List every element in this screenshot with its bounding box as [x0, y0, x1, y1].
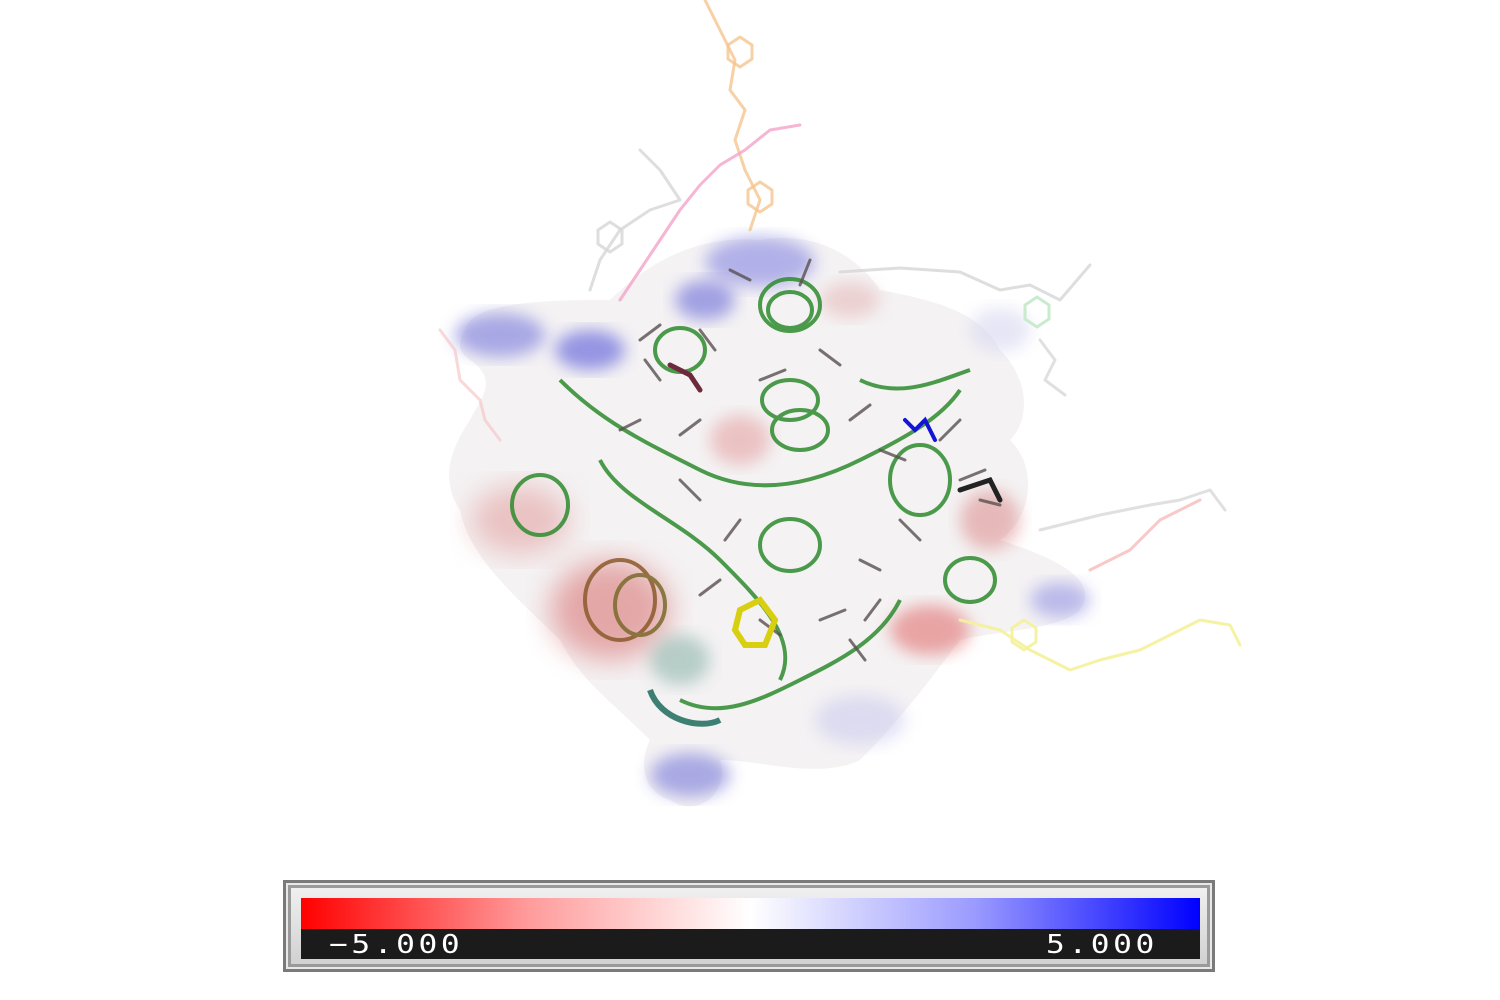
- surface-positive-patch: [1030, 582, 1090, 618]
- surface-positive-patch: [970, 308, 1030, 352]
- dark-sticks: [957, 476, 1003, 503]
- protein-surface: [449, 237, 1090, 807]
- helix: [613, 573, 667, 637]
- surface-positive-patch: [650, 753, 730, 797]
- ligand-ring: [1023, 295, 1051, 329]
- helix: [758, 277, 822, 333]
- ligand-gray: [1038, 338, 1067, 397]
- helix: [758, 517, 822, 573]
- scale-min-label: −5.000: [329, 930, 464, 960]
- surface-patch-teal: [650, 635, 710, 685]
- residue-sticks: [618, 258, 1002, 662]
- ligand-gray: [1038, 488, 1227, 532]
- ligand-salmon: [438, 328, 502, 442]
- surface-positive-patch: [555, 330, 625, 370]
- helix: [888, 443, 952, 517]
- maroon-sticks: [667, 362, 703, 393]
- surface-body: [449, 238, 1086, 807]
- ligands: [438, 0, 1242, 672]
- yellow-ring: [731, 596, 779, 648]
- surface-negative-patch: [960, 490, 1020, 550]
- ligand-orange: [703, 0, 762, 232]
- surface-positive-patch: [705, 237, 815, 287]
- surface-negative-patch: [470, 485, 570, 555]
- loop: [679, 599, 902, 711]
- ligand-ring: [1010, 618, 1038, 652]
- scale-label-strip: −5.000 5.000: [301, 929, 1200, 960]
- surface-positive-patch: [675, 280, 735, 320]
- surface-negative-patch: [820, 282, 880, 318]
- ligand-salmon: [1088, 498, 1202, 572]
- surface-negative-patch: [890, 605, 970, 655]
- ligand-gray: [838, 263, 1092, 302]
- loop: [859, 368, 971, 391]
- nitrogen-sticks: [903, 416, 937, 442]
- molecular-viewport[interactable]: [0, 0, 1500, 860]
- ligand-ring: [596, 220, 624, 254]
- helix: [760, 378, 820, 422]
- helix: [583, 558, 657, 642]
- loop: [598, 459, 788, 681]
- surface-positive-patch: [455, 313, 545, 357]
- ligand-yellow: [958, 618, 1242, 672]
- surface-positive-patch: [815, 695, 905, 745]
- helix: [510, 473, 570, 537]
- ligand-pink: [618, 123, 802, 302]
- helix: [770, 408, 830, 452]
- strand: [647, 688, 722, 727]
- scale-max-label: 5.000: [1046, 930, 1158, 960]
- ligand-ring: [746, 180, 774, 214]
- helix: [943, 556, 997, 604]
- electrostatic-scale-bar: −5.000 5.000: [283, 880, 1215, 972]
- residue-accents: [667, 362, 1003, 648]
- helix: [766, 290, 814, 330]
- scale-gradient: [301, 898, 1200, 929]
- surface-negative-patch: [710, 415, 770, 465]
- ligand-ring: [726, 35, 754, 69]
- ligand-gray: [588, 148, 682, 292]
